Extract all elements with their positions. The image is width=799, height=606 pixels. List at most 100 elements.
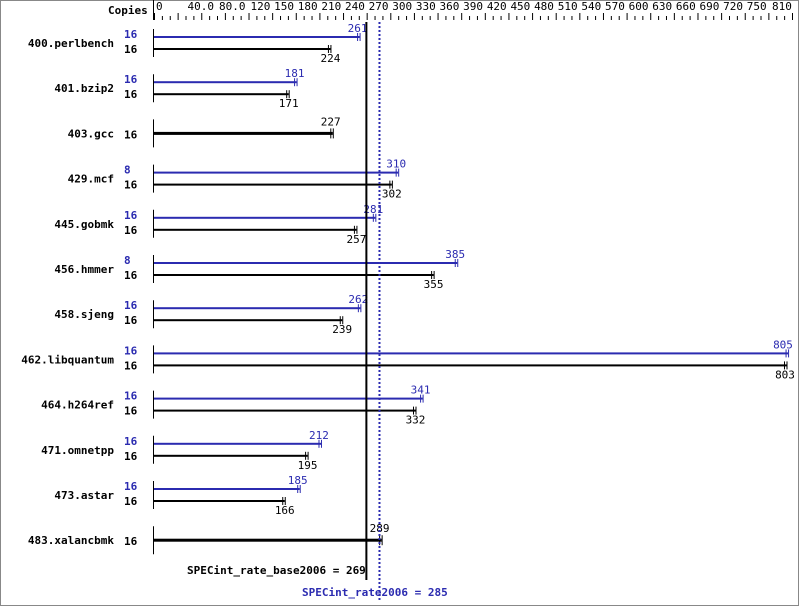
peak-value-label: 385 <box>445 248 465 261</box>
tick-label: 80.0 <box>219 0 246 13</box>
peak-copies: 16 <box>124 435 138 448</box>
benchmark-name: 429.mcf <box>68 173 114 186</box>
peak-bar <box>154 81 297 84</box>
base-copies: 16 <box>124 405 138 418</box>
tick-label: 450 <box>510 0 530 13</box>
peak-value-label: 341 <box>411 384 431 397</box>
tick-label: 570 <box>605 0 625 13</box>
tick-label: 540 <box>581 0 601 13</box>
base-copies: 16 <box>124 314 138 327</box>
peak-bar <box>154 307 361 310</box>
peak-bar <box>154 397 423 400</box>
peak-bar <box>154 171 399 174</box>
tick-label: 660 <box>676 0 696 13</box>
benchmark-name: 401.bzip2 <box>54 82 114 95</box>
base-mean-label: SPECint_rate_base2006 = 269 <box>187 564 366 577</box>
base-value-label: 171 <box>279 97 299 110</box>
tick-label: 630 <box>652 0 672 13</box>
tick-label: 600 <box>629 0 649 13</box>
peak-value-label: 185 <box>288 474 308 487</box>
peak-value-label: 261 <box>348 22 368 35</box>
base-value-label: 289 <box>370 522 390 535</box>
peak-copies: 8 <box>124 254 131 267</box>
base-copies: 16 <box>124 450 138 463</box>
base-copies: 16 <box>124 128 138 141</box>
benchmark-name: 403.gcc <box>68 127 114 140</box>
benchmark-name: 464.h264ref <box>41 399 114 412</box>
peak-bar <box>154 216 376 219</box>
peak-value-label: 262 <box>348 293 368 306</box>
base-bar <box>154 500 285 502</box>
base-bar <box>154 454 308 457</box>
base-bar <box>154 93 289 96</box>
peak-value-label: 281 <box>363 203 383 216</box>
base-value-label: 257 <box>346 233 366 246</box>
benchmark-name: 456.hmmer <box>54 263 114 276</box>
benchmark-name: 462.libquantum <box>21 353 114 366</box>
peak-copies: 16 <box>124 344 138 357</box>
peak-copies: 16 <box>124 28 138 41</box>
peak-value-label: 181 <box>285 67 305 80</box>
copies-header: Copies <box>108 4 148 17</box>
base-copies: 16 <box>124 179 138 192</box>
base-value-label: 355 <box>424 278 444 291</box>
tick-label: 120 <box>251 0 271 13</box>
benchmark-name: 445.gobmk <box>54 218 114 231</box>
base-bar <box>154 274 434 276</box>
tick-label: 270 <box>369 0 389 13</box>
benchmark-name: 458.sjeng <box>54 308 114 321</box>
base-copies: 16 <box>124 269 138 282</box>
peak-mean-label: SPECint_rate2006 = 285 <box>302 586 448 599</box>
tick-label: 390 <box>463 0 483 13</box>
base-copies: 16 <box>124 224 138 237</box>
tick-label: 360 <box>440 0 460 13</box>
base-value-label: 224 <box>320 52 340 65</box>
base-copies: 16 <box>124 43 138 56</box>
tick-label: 330 <box>416 0 436 13</box>
tick-label: 150 <box>274 0 294 13</box>
peak-bar <box>154 488 300 490</box>
tick-label: 750 <box>747 0 767 13</box>
tick-label: 480 <box>534 0 554 13</box>
tick-label: 180 <box>298 0 318 13</box>
base-bar <box>154 228 357 231</box>
peak-value-label: 310 <box>386 158 406 171</box>
peak-copies: 16 <box>124 299 138 312</box>
tick-label: 210 <box>321 0 341 13</box>
peak-copies: 16 <box>124 209 138 222</box>
benchmark-name: 471.omnetpp <box>41 444 114 457</box>
base-value-label: 332 <box>406 414 426 427</box>
base-value-label: 195 <box>298 459 318 472</box>
tick-label: 690 <box>699 0 719 13</box>
base-bar <box>154 319 343 322</box>
base-bar <box>154 48 331 50</box>
tick-label: 300 <box>392 0 412 13</box>
benchmark-name: 483.xalancbmk <box>28 534 114 547</box>
peak-copies: 16 <box>124 480 138 493</box>
tick-label: 720 <box>723 0 743 13</box>
base-bar <box>154 364 787 367</box>
base-value-label: 239 <box>332 323 352 336</box>
base-bar <box>154 131 333 135</box>
base-copies: 16 <box>124 535 138 548</box>
base-copies: 16 <box>124 495 138 508</box>
tick-label: 810 <box>772 0 792 13</box>
peak-bar <box>154 262 458 264</box>
peak-copies: 8 <box>124 164 131 177</box>
benchmark-name: 473.astar <box>54 489 114 502</box>
peak-copies: 16 <box>124 73 138 86</box>
tick-label: 40.0 <box>188 0 215 13</box>
peak-copies: 16 <box>124 390 138 403</box>
tick-label: 0 <box>156 0 163 13</box>
base-value-label: 302 <box>382 188 402 201</box>
peak-bar <box>154 352 789 355</box>
tick-label: 420 <box>487 0 507 13</box>
peak-bar <box>154 442 321 445</box>
base-value-label: 227 <box>321 115 341 128</box>
base-bar <box>154 183 392 186</box>
peak-bar <box>154 36 360 38</box>
base-copies: 16 <box>124 88 138 101</box>
